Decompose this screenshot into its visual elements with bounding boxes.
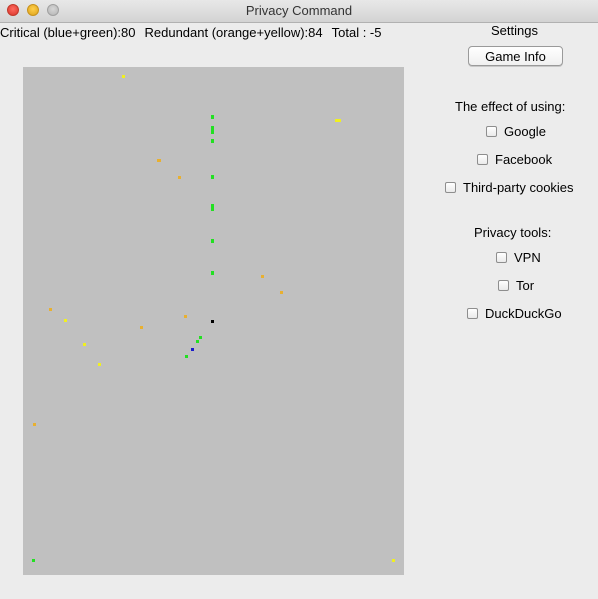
green-game-piece <box>211 204 214 211</box>
google-checkbox[interactable] <box>486 126 497 137</box>
game-info-button[interactable]: Game Info <box>468 46 563 66</box>
game-board[interactable] <box>23 67 404 575</box>
game-field <box>32 75 395 562</box>
third-party-cookies-label: Third-party cookies <box>463 180 574 195</box>
vpn-checkbox[interactable] <box>496 252 507 263</box>
orange-game-piece <box>261 275 264 278</box>
third-party-cookies-checkbox[interactable] <box>445 182 456 193</box>
duckduckgo-label: DuckDuckGo <box>485 306 562 321</box>
yellow-game-piece <box>122 75 125 78</box>
green-game-piece <box>199 336 202 339</box>
duckduckgo-checkbox[interactable] <box>467 308 478 319</box>
orange-game-piece <box>280 291 283 294</box>
green-game-piece <box>32 559 35 562</box>
zoom-window-button[interactable] <box>47 4 59 16</box>
yellow-game-piece <box>335 119 341 122</box>
green-game-piece <box>211 115 214 119</box>
green-game-piece <box>211 139 214 143</box>
orange-game-piece <box>178 176 181 179</box>
google-checkbox-row[interactable]: Google <box>486 124 546 139</box>
orange-game-piece <box>49 308 52 311</box>
green-game-piece <box>211 271 214 275</box>
green-game-piece <box>211 175 214 179</box>
third-party-cookies-checkbox-row[interactable]: Third-party cookies <box>445 180 574 195</box>
window-title: Privacy Command <box>245 3 353 18</box>
yellow-game-piece <box>83 343 86 346</box>
black-game-piece <box>211 320 214 323</box>
tor-checkbox-row[interactable]: Tor <box>498 278 534 293</box>
score-line: Critical (blue+green):80 Redundant (orang… <box>0 25 391 40</box>
google-label: Google <box>504 124 546 139</box>
facebook-label: Facebook <box>495 152 553 167</box>
facebook-checkbox[interactable] <box>477 154 488 165</box>
redundant-score: Redundant (orange+yellow):84 <box>144 25 323 40</box>
facebook-checkbox-row[interactable]: Facebook <box>477 152 552 167</box>
green-game-piece <box>211 239 214 243</box>
duckduckgo-checkbox-row[interactable]: DuckDuckGo <box>467 306 562 321</box>
tor-label: Tor <box>516 278 535 293</box>
vpn-checkbox-row[interactable]: VPN <box>496 250 541 265</box>
total-score: Total : -5 <box>331 25 382 40</box>
tor-checkbox[interactable] <box>498 280 509 291</box>
green-game-piece <box>211 126 214 134</box>
minimize-window-button[interactable] <box>27 4 39 16</box>
settings-title: Settings <box>491 23 538 38</box>
close-window-button[interactable] <box>7 4 19 16</box>
effect-section-title: The effect of using: <box>455 99 566 114</box>
title-bar: Privacy Command <box>0 0 598 23</box>
green-game-piece <box>196 340 199 343</box>
tools-section-title: Privacy tools: <box>474 225 552 240</box>
yellow-game-piece <box>392 559 395 562</box>
orange-game-piece <box>140 326 143 329</box>
orange-game-piece <box>33 423 36 426</box>
yellow-game-piece <box>98 363 101 366</box>
yellow-game-piece <box>64 319 67 322</box>
green-game-piece <box>185 355 188 358</box>
critical-score: Critical (blue+green):80 <box>0 25 136 40</box>
blue-game-piece <box>191 348 194 351</box>
orange-game-piece <box>157 159 161 162</box>
vpn-label: VPN <box>514 250 541 265</box>
orange-game-piece <box>184 315 187 318</box>
